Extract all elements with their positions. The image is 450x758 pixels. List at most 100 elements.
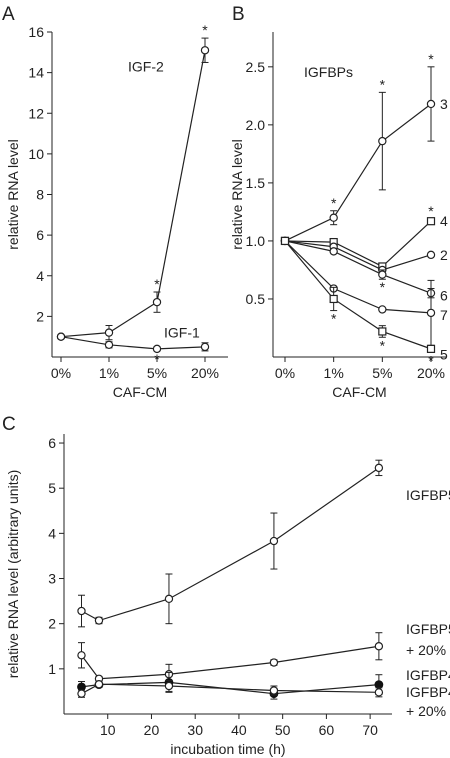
chart-a-y-tick-label: 2 [36,308,44,324]
chart-c-data-point [269,536,279,546]
chart-c-series-label: IGFBP5 [406,487,450,503]
chart-b-significance-mark: * [380,337,386,353]
chart-a-data-point [200,46,210,55]
chart-c-x-tick-label: 60 [319,722,335,738]
chart-c-data-point [77,689,86,698]
chart-b-series-label: 2 [440,247,448,263]
chart-c-y-axis-label: relative RNA level (arbitrary units) [5,470,21,679]
chart-b-title: IGFBPs [304,64,353,80]
chart-b-data-point [426,308,436,318]
chart-a-significance-mark: * [154,351,160,367]
chart-c-x-tick-label: 10 [100,722,116,738]
chart-c-y-tick-label: 2 [48,616,56,632]
chart-b-series-label: 5 [440,347,448,363]
chart-c-x-tick-label: 50 [275,722,291,738]
chart-b-y-tick-label: 1.5 [246,175,266,191]
chart-b-x-tick-label: 0% [275,365,295,381]
chart-a-y-tick-label: 6 [36,227,44,243]
chart-b-series-line [284,220,432,268]
chart-a-data-point [104,328,114,337]
chart-c-data-point [164,681,174,691]
chart-a-data-point [152,344,162,354]
chart-a-series-line [60,50,206,338]
chart-a-data-point [104,340,114,350]
chart-b-significance-mark: * [331,195,337,211]
chart-b-data-point [426,217,436,226]
chart-c-series-igfbp5 [77,459,384,628]
chart-a-y-axis-label: relative RNA level [5,139,21,250]
chart-c-series-igfbp4 [77,671,384,700]
chart-c-x-tick-label: 70 [362,722,378,738]
chart-b-series-label: 4 [440,213,448,229]
chart-c-data-point [94,616,104,625]
chart-b-data-point [426,344,436,353]
chart-a-series-igf-1: *IGF-1 [56,325,210,367]
chart-b-series-3: * * * 3 [280,51,448,246]
chart-b-x-tick-label: 1% [324,365,344,381]
chart-c-series-igfbp5-20-cm [77,632,384,685]
chart-a-x-axis-label: CAF-CM [113,384,167,400]
chart-b-x-tick-label: 5% [372,365,392,381]
chart-b-data-point [329,294,338,304]
chart-panel-c: 1 2 3 4 5 6 relative RNA level (arbitrary unit… [5,434,450,757]
chart-b-data-point [280,236,290,246]
chart-c-series-label-line2: + 20% CM [406,703,450,719]
chart-a-data-point [152,297,162,307]
chart-a-series-igf-2: * * IGF-2 [56,22,210,341]
panel-letter-c: C [2,414,16,435]
chart-panel-b: 0.5 1.0 1.5 2.0 2.5 relative RNA level CAF-CM 0… [229,32,448,400]
chart-b-data-point [378,305,387,314]
chart-b-series-line [284,240,432,271]
chart-a-y-tick-label: 8 [36,187,44,203]
chart-panel-a: 2 4 6 8 10 12 14 16 relative RNA level CAF-CM 0% 1%… [5,22,228,400]
chart-b-y-tick-label: 1.0 [246,233,266,249]
chart-b-data-point [378,327,387,336]
chart-b-series-line [284,240,432,294]
chart-b-data-point [426,99,436,109]
chart-c-y-tick-label: 4 [48,525,56,541]
chart-c-series-igfbp4-20-cm [77,679,384,698]
panel-letter-b: B [232,4,245,25]
chart-c-data-point [374,688,384,697]
chart-c-data-point [77,606,86,616]
chart-b-series-2: 2 [280,236,448,275]
chart-c-series-line [81,467,380,622]
chart-c-x-tick-label: 40 [231,722,247,738]
chart-c-data-point [269,658,279,667]
chart-c-y-tick-label: 1 [48,661,56,677]
chart-c-data-point [374,642,384,651]
chart-b-data-point [378,136,387,146]
chart-b-series-line [284,240,432,314]
chart-b-series-4: *4 [280,203,448,271]
chart-c-x-axis-label: incubation time (h) [170,741,285,757]
chart-c-series-label: IGFBP4 [406,684,450,700]
chart-c-series-label: IGFBP5 [406,621,450,637]
chart-c-series-label-line2: + 20% CM [406,642,450,658]
chart-a-x-tick-label: 0% [51,365,71,381]
chart-b-data-point [426,250,436,260]
chart-b-x-tick-label: 20% [417,365,445,381]
chart-b-series-label: 6 [440,287,448,303]
chart-c-x-tick-label: 30 [187,722,203,738]
chart-b-series-line [284,103,432,242]
chart-a-y-tick-label: 12 [28,105,44,121]
chart-b-series-7: 7 [280,236,448,346]
chart-c-data-point [374,680,384,690]
chart-b-y-axis-label: relative RNA level [229,139,245,250]
chart-a-significance-mark: * [154,276,160,292]
chart-b-significance-mark: * [380,279,386,295]
chart-c-y-tick-label: 6 [48,435,56,451]
chart-b-data-point [329,247,338,256]
chart-b-data-point [378,270,387,279]
chart-a-data-point [56,332,66,341]
chart-a-x-tick-label: 5% [147,365,167,381]
chart-b-series-label: 7 [440,307,448,323]
chart-b-x-axis-label: CAF-CM [332,384,386,400]
chart-c-y-tick-label: 3 [48,571,56,587]
chart-a-series-line [60,336,206,350]
panel-letter-a: A [2,4,15,25]
chart-b-significance-mark: * [428,203,434,219]
chart-a-y-tick-label: 4 [36,268,44,284]
chart-a-y-tick-label: 16 [28,24,44,40]
chart-b-series-5: * * * 5 [280,236,448,368]
